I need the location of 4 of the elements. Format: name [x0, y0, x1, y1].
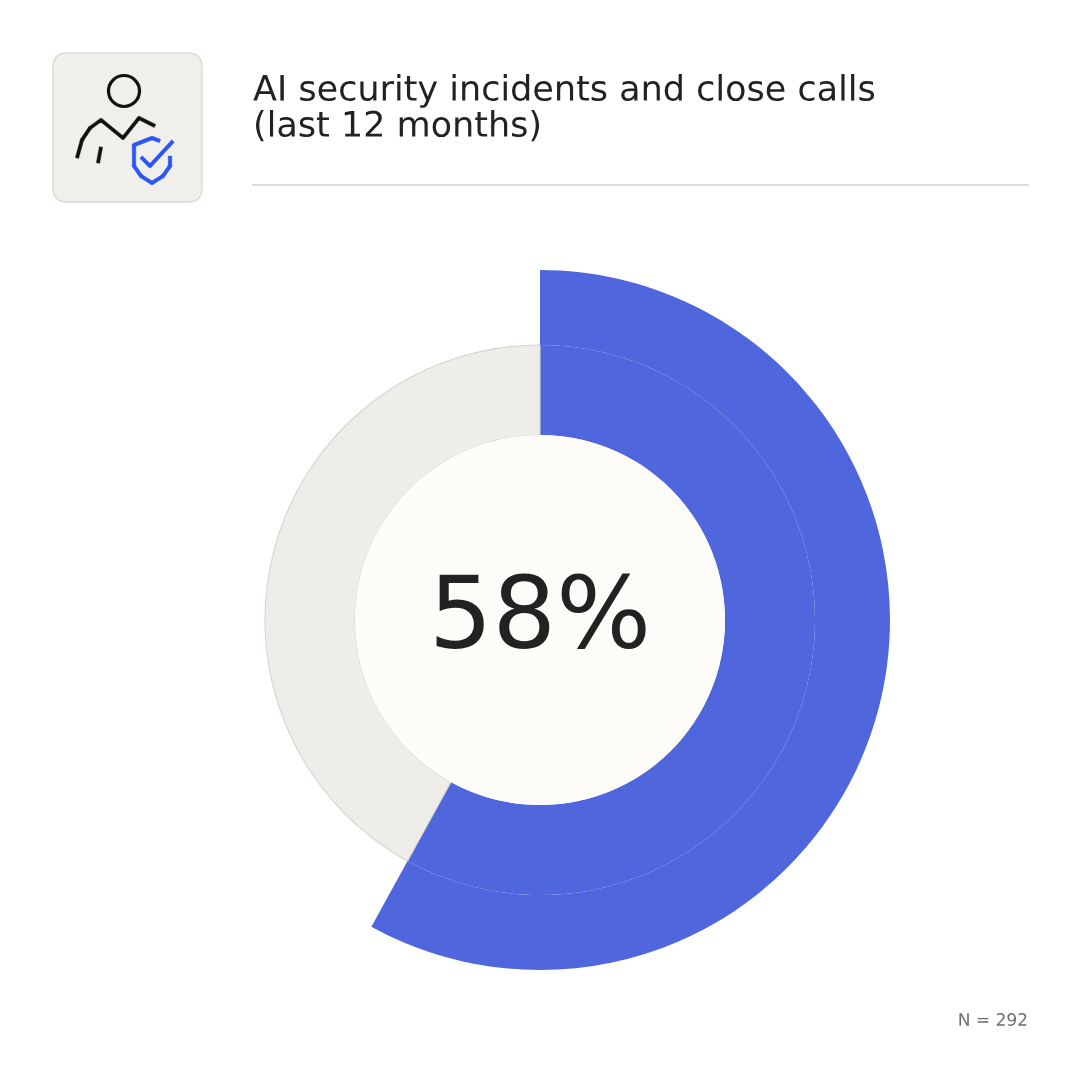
data-label: 58% [436, 573, 646, 650]
donut-slice [407, 345, 815, 895]
chart-title: AI security incidents and close calls (last 12 months) [253, 74, 875, 142]
text: N = 292 [959, 1013, 1027, 1026]
